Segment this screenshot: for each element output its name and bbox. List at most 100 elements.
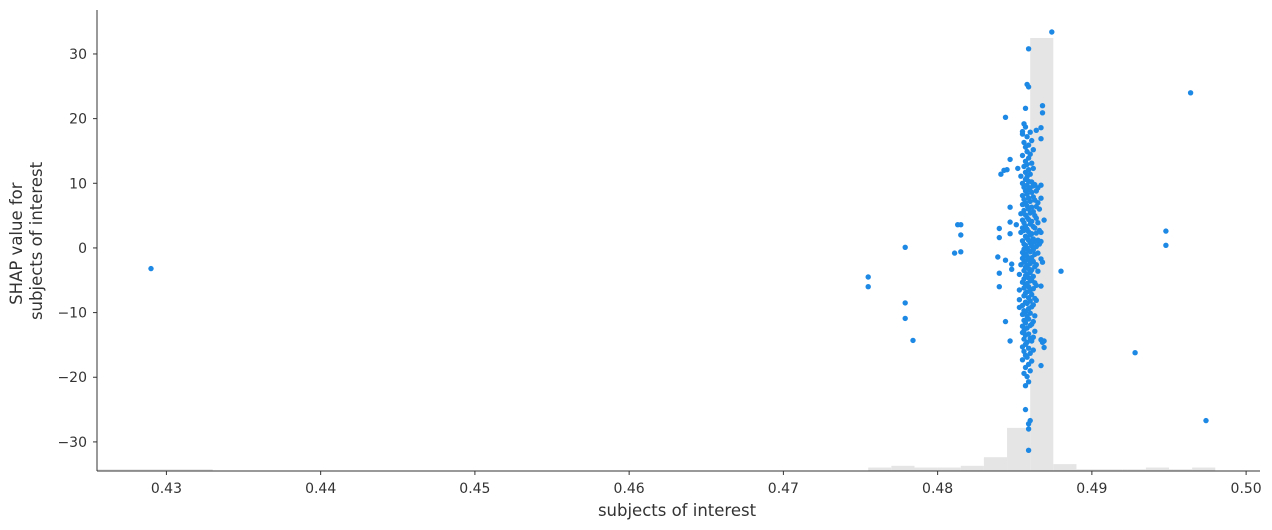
scatter-point-13 (996, 234, 1002, 241)
axes-layer: 0.43 0.44 0.45 0.46 0.47 0.48 0.49 0.50 −30 −20 −1… (57, 10, 1262, 497)
scatter-point-9 (958, 222, 964, 228)
x-tick-label-7: 0.50 (1231, 481, 1262, 497)
scatter-point-218 (1032, 313, 1038, 319)
scatter-point-256 (1058, 268, 1064, 274)
histogram-bar-6 (983, 457, 1008, 471)
scatter-point-39 (1018, 173, 1024, 179)
scatter-point-249 (1039, 110, 1046, 116)
scatter-point-177 (1027, 368, 1033, 374)
scatter-point-7 (951, 250, 958, 256)
scatter-point-230 (1035, 200, 1041, 206)
scatter-point-136 (1025, 142, 1032, 148)
scatter-point-223 (1033, 215, 1040, 221)
scatter-point-234 (1035, 268, 1041, 274)
histogram-bar-2 (891, 465, 915, 471)
scatter-point-135 (1024, 373, 1030, 380)
scatter-point-35 (1016, 271, 1023, 278)
histogram-bar-4 (937, 467, 961, 471)
scatter-point-58 (1022, 105, 1029, 112)
histogram-bar-13 (1145, 467, 1169, 471)
scatter-point-172 (1027, 298, 1033, 304)
scatter-point-66 (1025, 426, 1032, 432)
scatter-point-10 (958, 232, 964, 238)
scatter-point-245 (1038, 283, 1044, 289)
scatter-point-153 (1025, 316, 1032, 322)
histogram-bar-3 (914, 467, 938, 471)
scatter-point-173 (1027, 310, 1033, 316)
scatter-point-14 (996, 225, 1002, 232)
scatter-point-162 (1027, 198, 1033, 205)
scatter-point-24 (1007, 204, 1013, 210)
y-tick-label-4: 10 (69, 176, 87, 192)
scatter-point-0 (148, 265, 154, 272)
scatter-point-27 (1007, 338, 1013, 344)
scatter-point-220 (1033, 127, 1040, 133)
histogram-bar-7 (1007, 427, 1031, 471)
scatter-point-239 (1038, 136, 1044, 142)
scatter-point-203 (1030, 273, 1037, 280)
scatter-point-255 (1049, 29, 1055, 35)
scatter-point-226 (1033, 262, 1040, 268)
scatter-point-63 (1025, 46, 1032, 52)
x-tick-label-3: 0.46 (614, 481, 645, 497)
scatter-point-206 (1030, 318, 1037, 325)
scatter-point-158 (1027, 129, 1033, 135)
scatter-point-241 (1038, 195, 1044, 201)
scatter-point-194 (1030, 147, 1037, 153)
scatter-point-23 (1007, 156, 1013, 163)
scatter-point-259 (1163, 242, 1169, 248)
scatter-point-138 (1025, 167, 1032, 173)
scatter-point-4 (902, 300, 908, 306)
scatter-point-12 (995, 254, 1001, 260)
histogram-bar-8 (1030, 38, 1054, 471)
scatter-point-32 (1016, 287, 1023, 293)
scatter-point-195 (1030, 165, 1037, 172)
scatter-point-57 (1019, 357, 1026, 363)
x-tick-label-0: 0.43 (151, 481, 182, 497)
scatter-point-61 (1022, 406, 1029, 413)
scatter-point-253 (1041, 338, 1047, 344)
histogram-bar-0 (97, 469, 213, 471)
scatter-point-260 (1187, 90, 1194, 96)
scatter-point-159 (1027, 151, 1033, 157)
x-axis-label: subjects of interest (598, 501, 757, 520)
scatter-point-43 (1019, 152, 1026, 159)
scatter-point-208 (1030, 347, 1037, 353)
scatter-point-5 (902, 315, 908, 322)
y-tick-label-0: −30 (57, 435, 87, 451)
scatter-point-67 (1025, 447, 1032, 453)
scatter-point-60 (1022, 383, 1029, 389)
scatter-point-247 (1038, 362, 1044, 369)
x-tick-label-5: 0.48 (922, 481, 953, 497)
scatter-point-184 (1029, 231, 1035, 237)
histogram-bar-5 (960, 465, 984, 471)
scatter-point-3 (902, 244, 908, 250)
scatter-point-250 (1039, 259, 1046, 265)
histogram-layer (97, 38, 1216, 471)
scatter-point-219 (1032, 328, 1038, 334)
y-tick-label-1: −20 (57, 370, 87, 386)
histogram-bar-11 (1099, 469, 1123, 471)
scatter-point-64 (1025, 84, 1032, 90)
histogram-bar-10 (1076, 469, 1100, 471)
histogram-bar-15 (1192, 467, 1216, 471)
scatter-point-30 (1013, 222, 1019, 228)
scatter-point-22 (1004, 167, 1010, 173)
histogram-bar-1 (868, 467, 892, 471)
y-tick-label-3: 0 (78, 241, 87, 257)
scatter-point-228 (1033, 297, 1040, 303)
scatter-point-110 (1022, 320, 1029, 326)
scatter-point-116 (1024, 161, 1030, 168)
scatter-point-68 (1027, 417, 1033, 424)
scatter-point-252 (1041, 217, 1047, 223)
scatter-point-182 (1029, 204, 1035, 210)
scatter-point-70 (1021, 139, 1027, 146)
scatter-point-207 (1030, 334, 1037, 340)
x-tick-label-2: 0.45 (459, 481, 490, 497)
histogram-bar-12 (1122, 469, 1146, 471)
y-tick-label-5: 20 (69, 112, 87, 128)
scatter-point-19 (1002, 114, 1009, 121)
scatter-point-178 (1029, 137, 1035, 144)
scatter-point-154 (1025, 331, 1032, 337)
scatter-points-layer (148, 29, 1209, 453)
